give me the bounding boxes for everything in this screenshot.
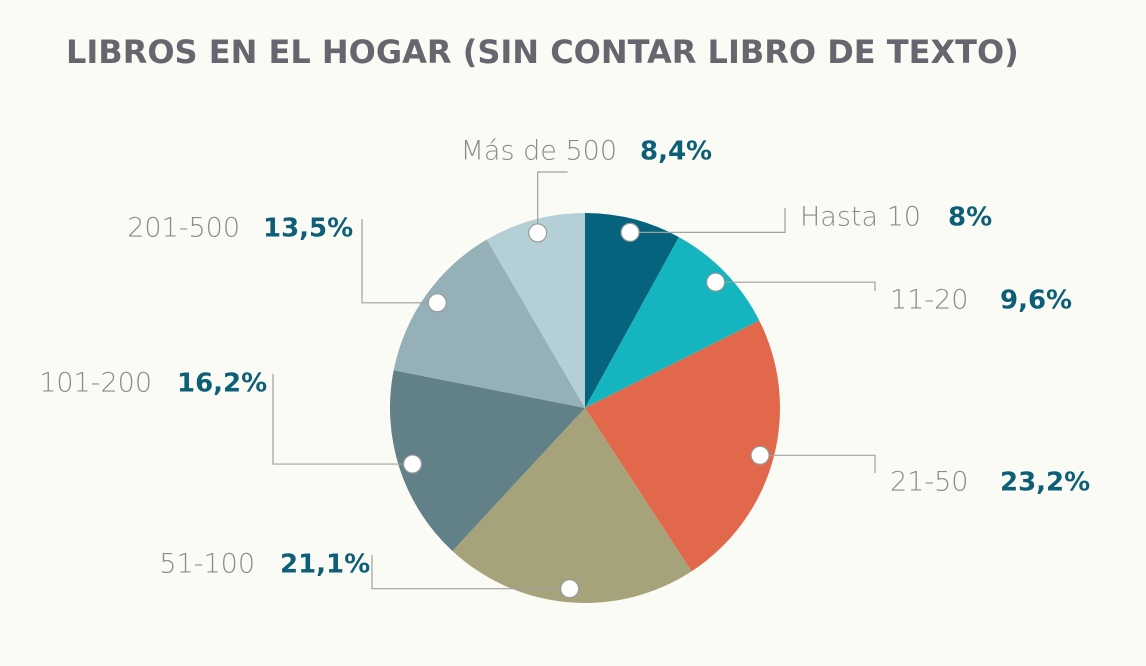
slice-label: 21-50 [890, 467, 968, 498]
pie-slice [389, 370, 585, 551]
slice-label: Más de 500 [461, 136, 617, 167]
callout-line [361, 219, 438, 304]
value-label: 21,1% [280, 550, 370, 580]
slice-label: 201-500 [127, 213, 240, 244]
callout-line [537, 171, 568, 233]
callout-dot [706, 272, 726, 292]
slice-label: Hasta 10 [800, 202, 921, 233]
value-label: 23,2% [1000, 468, 1090, 498]
callout-dot [750, 445, 770, 465]
pie-slice [486, 213, 585, 408]
callout-dot [427, 293, 447, 313]
pie-slice [585, 213, 679, 408]
callout-line [760, 454, 876, 473]
slice-label: 101-200 [39, 368, 152, 399]
callout-line [371, 555, 570, 590]
value-label: 8,4% [640, 137, 712, 167]
slice-label: 51-100 [159, 549, 255, 580]
callout-dot [620, 222, 640, 242]
chart-title: LIBROS EN EL HOGAR (SIN CONTAR LIBRO DE … [66, 33, 1019, 71]
callout-line [272, 374, 413, 465]
slice-label: 11-20 [890, 285, 968, 316]
callout-dot [528, 223, 548, 243]
value-label: 16,2% [177, 369, 267, 399]
callout-dot [560, 579, 580, 599]
pie-slice [452, 408, 692, 604]
callout-line [630, 208, 786, 233]
pie-slice [585, 320, 780, 572]
pie-slice [393, 239, 585, 408]
value-label: 8% [948, 203, 992, 233]
value-label: 9,6% [1000, 286, 1072, 316]
callout-line [715, 281, 876, 291]
value-label: 13,5% [263, 214, 353, 244]
callout-dot [402, 454, 423, 474]
